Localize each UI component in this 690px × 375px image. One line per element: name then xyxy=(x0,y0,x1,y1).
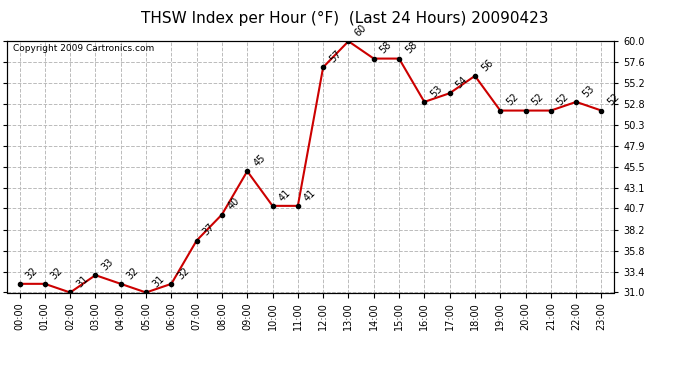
Text: 31: 31 xyxy=(150,274,166,290)
Text: 52: 52 xyxy=(530,92,546,108)
Text: 53: 53 xyxy=(580,83,596,99)
Text: 54: 54 xyxy=(454,75,470,90)
Text: 52: 52 xyxy=(606,92,622,108)
Text: 60: 60 xyxy=(353,23,368,39)
Text: 32: 32 xyxy=(125,265,141,281)
Text: 41: 41 xyxy=(277,188,293,203)
Text: 52: 52 xyxy=(555,92,571,108)
Text: Copyright 2009 Cartronics.com: Copyright 2009 Cartronics.com xyxy=(13,44,155,53)
Text: 58: 58 xyxy=(403,40,419,56)
Text: 33: 33 xyxy=(99,256,115,272)
Text: 31: 31 xyxy=(75,274,90,290)
Text: THSW Index per Hour (°F)  (Last 24 Hours) 20090423: THSW Index per Hour (°F) (Last 24 Hours)… xyxy=(141,11,549,26)
Text: 45: 45 xyxy=(251,153,267,168)
Text: 53: 53 xyxy=(428,83,444,99)
Text: 40: 40 xyxy=(226,196,242,212)
Text: 32: 32 xyxy=(49,265,65,281)
Text: 52: 52 xyxy=(504,92,520,108)
Text: 32: 32 xyxy=(23,265,39,281)
Text: 56: 56 xyxy=(479,57,495,73)
Text: 57: 57 xyxy=(327,48,343,64)
Text: 41: 41 xyxy=(302,188,318,203)
Text: 32: 32 xyxy=(175,265,191,281)
Text: 58: 58 xyxy=(378,40,394,56)
Text: 37: 37 xyxy=(201,222,217,238)
